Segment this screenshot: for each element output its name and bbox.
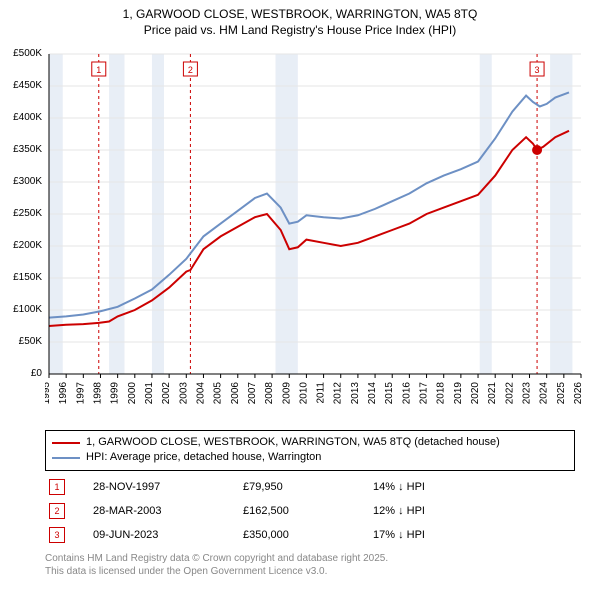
svg-text:3: 3 [535, 65, 540, 75]
sales-delta: 12% ↓ HPI [373, 505, 523, 517]
sales-marker: 2 [49, 503, 65, 519]
sales-delta: 14% ↓ HPI [373, 481, 523, 493]
y-tick-label: £150K [0, 272, 45, 283]
svg-text:2005: 2005 [213, 382, 224, 405]
legend-row: HPI: Average price, detached house, Warr… [52, 450, 568, 465]
legend-swatch [52, 457, 80, 459]
svg-text:2003: 2003 [178, 382, 189, 405]
svg-text:2024: 2024 [539, 382, 550, 405]
svg-text:2017: 2017 [419, 382, 430, 405]
y-tick-label: £50K [0, 336, 45, 347]
y-tick-label: £250K [0, 208, 45, 219]
sales-price: £79,950 [243, 481, 373, 493]
svg-text:2: 2 [188, 65, 193, 75]
title-line-1: 1, GARWOOD CLOSE, WESTBROOK, WARRINGTON,… [0, 6, 600, 22]
attribution-block: Contains HM Land Registry data © Crown c… [45, 552, 388, 578]
y-tick-label: £200K [0, 240, 45, 251]
svg-text:2010: 2010 [298, 382, 309, 405]
chart-area: 1995 1996 1997 1998 1999 2000 2001 2002 2003 2004… [45, 50, 585, 420]
attribution-line-1: Contains HM Land Registry data © Crown c… [45, 552, 388, 565]
chart-svg: 1995 1996 1997 1998 1999 2000 2001 2002 2003 2004… [45, 50, 585, 420]
svg-text:2019: 2019 [453, 382, 464, 405]
svg-text:2006: 2006 [230, 382, 241, 405]
legend-label: HPI: Average price, detached house, Warr… [86, 450, 321, 465]
svg-text:2012: 2012 [333, 382, 344, 405]
svg-text:2004: 2004 [195, 382, 206, 405]
sales-delta: 17% ↓ HPI [373, 529, 523, 541]
svg-text:2008: 2008 [264, 382, 275, 405]
legend-row: 1, GARWOOD CLOSE, WESTBROOK, WARRINGTON,… [52, 435, 568, 450]
chart-title-block: 1, GARWOOD CLOSE, WESTBROOK, WARRINGTON,… [0, 0, 600, 38]
y-tick-label: £400K [0, 112, 45, 123]
sales-date: 09-JUN-2023 [93, 529, 243, 541]
svg-text:2013: 2013 [350, 382, 361, 405]
sales-row: 3 09-JUN-2023£350,00017% ↓ HPI [45, 523, 575, 547]
svg-text:2001: 2001 [144, 382, 155, 405]
svg-text:1996: 1996 [58, 382, 69, 405]
sales-row: 2 28-MAR-2003£162,50012% ↓ HPI [45, 499, 575, 523]
svg-text:2020: 2020 [470, 382, 481, 405]
sales-marker: 3 [49, 527, 65, 543]
y-tick-label: £100K [0, 304, 45, 315]
sales-price: £350,000 [243, 529, 373, 541]
svg-text:1: 1 [96, 65, 101, 75]
title-line-2: Price paid vs. HM Land Registry's House … [0, 22, 600, 38]
sales-marker: 1 [49, 479, 65, 495]
svg-text:2022: 2022 [504, 382, 515, 405]
svg-text:2015: 2015 [384, 382, 395, 405]
svg-text:1995: 1995 [45, 382, 52, 405]
y-tick-label: £500K [0, 48, 45, 59]
sales-row: 1 28-NOV-1997£79,95014% ↓ HPI [45, 475, 575, 499]
legend-swatch [52, 442, 80, 444]
svg-text:2002: 2002 [161, 382, 172, 405]
svg-text:2009: 2009 [281, 382, 292, 405]
svg-text:2011: 2011 [316, 382, 327, 404]
svg-text:2018: 2018 [436, 382, 447, 405]
svg-text:1999: 1999 [110, 382, 121, 405]
y-tick-label: £300K [0, 176, 45, 187]
attribution-line-2: This data is licensed under the Open Gov… [45, 565, 388, 578]
sales-price: £162,500 [243, 505, 373, 517]
svg-text:2023: 2023 [522, 382, 533, 405]
svg-text:2000: 2000 [127, 382, 138, 405]
svg-text:2016: 2016 [401, 382, 412, 405]
sales-table: 1 28-NOV-1997£79,95014% ↓ HPI 2 28-MAR-2003… [45, 475, 575, 547]
svg-text:2014: 2014 [367, 382, 378, 405]
svg-text:2026: 2026 [573, 382, 584, 405]
svg-text:2007: 2007 [247, 382, 258, 405]
svg-text:1997: 1997 [75, 382, 86, 405]
y-tick-label: £450K [0, 80, 45, 91]
svg-text:2021: 2021 [487, 382, 498, 405]
svg-text:2025: 2025 [556, 382, 567, 405]
page-container: 1, GARWOOD CLOSE, WESTBROOK, WARRINGTON,… [0, 0, 600, 590]
legend-box: 1, GARWOOD CLOSE, WESTBROOK, WARRINGTON,… [45, 430, 575, 471]
y-tick-label: £350K [0, 144, 45, 155]
svg-text:1998: 1998 [92, 382, 103, 405]
sales-date: 28-MAR-2003 [93, 505, 243, 517]
y-tick-label: £0 [0, 368, 45, 379]
legend-label: 1, GARWOOD CLOSE, WESTBROOK, WARRINGTON,… [86, 435, 500, 450]
sales-date: 28-NOV-1997 [93, 481, 243, 493]
